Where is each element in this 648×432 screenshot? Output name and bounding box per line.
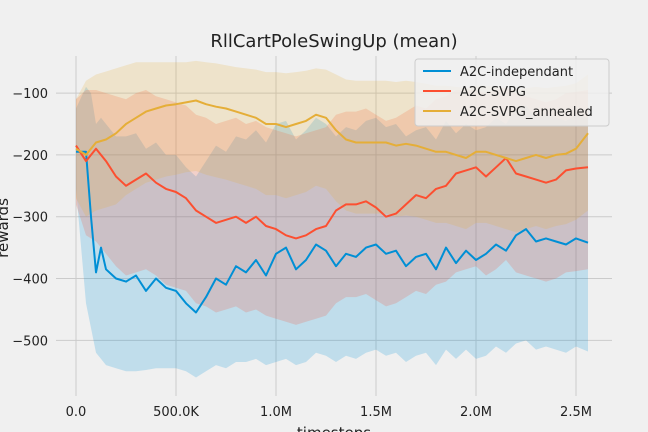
x-tick-label: 1.5M: [360, 405, 392, 420]
series-lines: [75, 99, 589, 314]
y-tick-label: −200: [12, 149, 48, 164]
y-tick-label: −500: [12, 334, 48, 349]
a2c-svpg-line: [75, 145, 589, 240]
a2c-svpg-annealed-line: [75, 99, 589, 163]
a2c-svpg-band: [76, 86, 588, 325]
legend-label-a2c-svpg: A2C-SVPG: [460, 85, 526, 100]
x-axis-label: timesteps: [297, 424, 371, 432]
x-tick-label: 2.0M: [460, 405, 492, 420]
x-tick-label: 500.0K: [153, 405, 199, 420]
x-tick-label: 2.5M: [560, 405, 592, 420]
x-tick-label: 0.0: [66, 405, 87, 420]
chart-title: RllCartPoleSwingUp (mean): [210, 31, 457, 52]
legend: A2C-independant A2C-SVPG A2C-SVPG_annealed: [414, 58, 610, 127]
y-axis-label: rewards: [0, 198, 12, 258]
tick-labels: 0.0 500.0K 1.0M 1.5M 2.0M 2.5M −500 −400 −300 −20…: [12, 87, 592, 420]
y-tick-label: −400: [12, 273, 48, 288]
a2c-independant-line: [76, 150, 589, 314]
legend-box: [414, 58, 610, 127]
y-tick-label: −300: [12, 211, 48, 226]
y-tick-label: −100: [12, 87, 48, 102]
legend-label-a2c-independant: A2C-independant: [460, 65, 573, 80]
legend-label-a2c-svpg-annealed: A2C-SVPG_annealed: [460, 105, 593, 120]
a2c-independant-band: [76, 86, 588, 378]
x-tick-label: 1.0M: [260, 405, 292, 420]
